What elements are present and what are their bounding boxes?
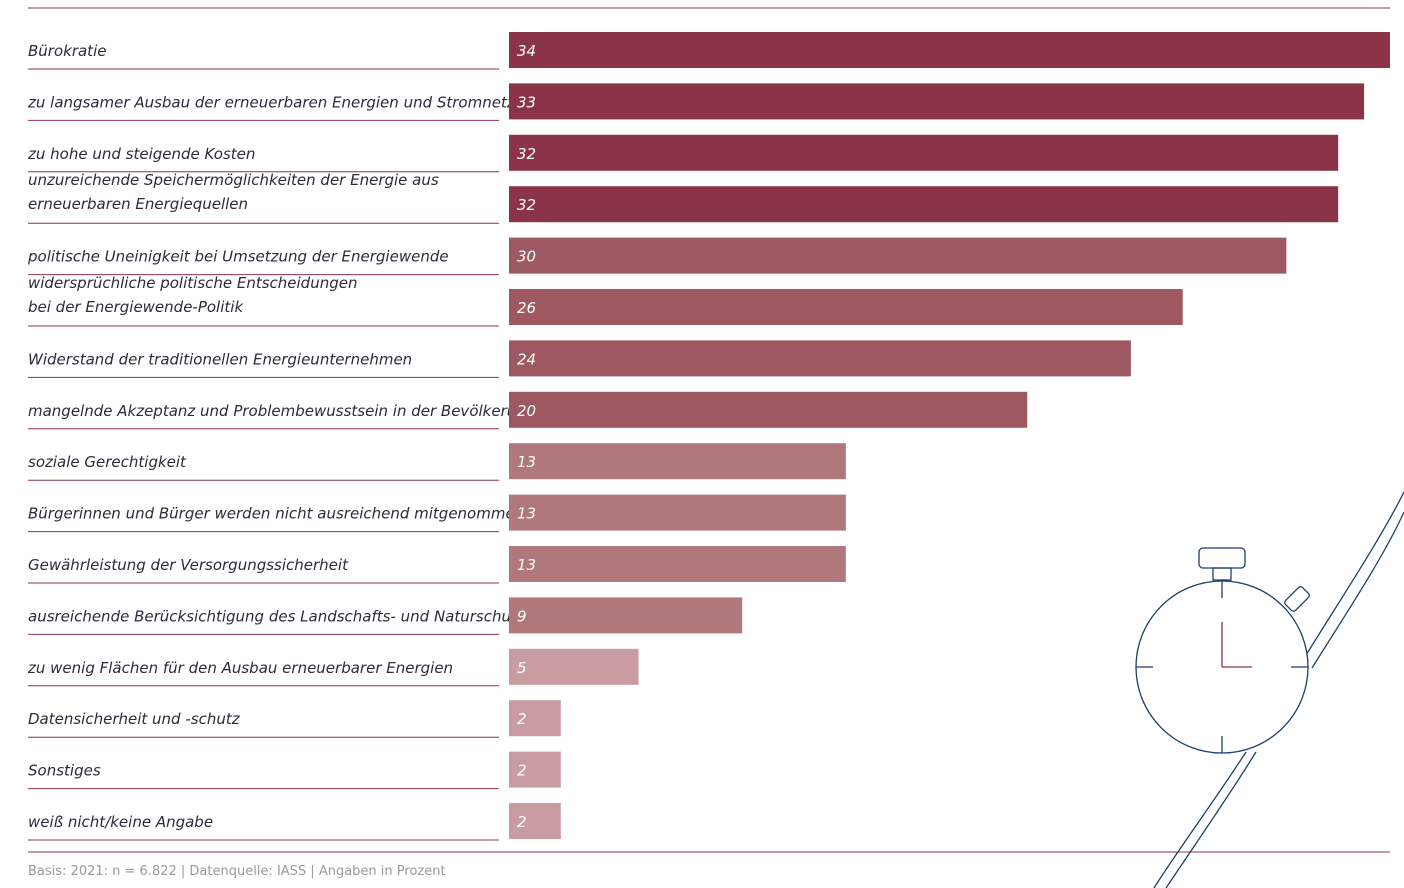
value-label: 33	[517, 93, 536, 111]
value-label: 24	[517, 350, 536, 368]
bar	[509, 648, 639, 685]
value-label: 13	[517, 556, 536, 574]
bar-row: weiß nicht/keine Angabe 2	[28, 803, 561, 841]
value-label: 30	[517, 248, 536, 266]
category-label: politische Uneinigkeit bei Umsetzung der…	[27, 248, 449, 266]
bar-row: Datensicherheit und -schutz 2	[28, 700, 561, 738]
bar	[509, 391, 1028, 428]
bar-row: Widerstand der traditionellen Energieunt…	[28, 340, 1131, 378]
category-label-line: bei der Energiewende-Politik	[28, 298, 244, 316]
bar	[509, 134, 1339, 171]
category-label: Datensicherheit und -schutz	[28, 710, 241, 728]
bar	[509, 494, 846, 531]
value-label: 13	[517, 505, 536, 523]
value-label: 9	[517, 607, 527, 625]
bar-row: soziale Gerechtigkeit 13	[28, 443, 846, 481]
bar-row: Bürokratie 34	[28, 32, 1390, 70]
bar	[509, 546, 846, 582]
bar	[509, 443, 846, 480]
bar	[509, 340, 1131, 377]
bar	[509, 32, 1390, 68]
category-label: Bürgerinnen und Bürger werden nicht ausr…	[28, 505, 524, 523]
category-label-line: widersprüchliche politische Entscheidung…	[28, 274, 357, 292]
category-label: widersprüchliche politische Entscheidung…	[28, 274, 357, 316]
bar-row: zu wenig Flächen für den Ausbau erneuerb…	[27, 648, 639, 687]
bar	[509, 597, 743, 634]
bar-row: Bürgerinnen und Bürger werden nicht ausr…	[28, 494, 846, 533]
category-label: Widerstand der traditionellen Energieunt…	[28, 350, 412, 368]
bar	[509, 751, 561, 788]
value-label: 20	[517, 402, 536, 420]
bar-row: Gewährleistung der Versorgungssicherheit…	[28, 546, 846, 584]
bar	[509, 186, 1339, 223]
value-label: 2	[517, 762, 527, 780]
bar	[509, 289, 1183, 325]
category-label: unzureichende Speichermöglichkeiten der …	[28, 171, 439, 213]
category-label-line: unzureichende Speichermöglichkeiten der …	[28, 171, 439, 189]
category-label: ausreichende Berücksichtigung des Landsc…	[28, 607, 542, 625]
value-label: 26	[517, 299, 536, 317]
bar-row: unzureichende Speichermöglichkeiten der …	[28, 171, 1339, 224]
value-label: 34	[517, 42, 536, 60]
category-label: Gewährleistung der Versorgungssicherheit	[28, 556, 349, 574]
value-label: 32	[517, 196, 536, 214]
bar-row: zu langsamer Ausbau der erneuerbaren Ene…	[27, 83, 1365, 121]
category-label: zu hohe und steigende Kosten	[27, 145, 255, 163]
category-label: zu langsamer Ausbau der erneuerbaren Ene…	[27, 93, 524, 111]
bar-row: politische Uneinigkeit bei Umsetzung der…	[27, 237, 1287, 276]
value-label: 5	[517, 659, 527, 677]
footnote: Basis: 2021: n = 6.822 | Datenquelle: IA…	[28, 864, 446, 879]
value-label: 13	[517, 453, 536, 471]
bar	[509, 237, 1287, 274]
value-label: 2	[517, 710, 527, 728]
category-label: mangelnde Akzeptanz und Problembewusstse…	[28, 402, 535, 420]
bar-row: mangelnde Akzeptanz und Problembewusstse…	[28, 391, 1028, 430]
bar-row: Sonstiges 2	[28, 751, 561, 790]
bar-row: widersprüchliche politische Entscheidung…	[28, 274, 1183, 327]
bar	[509, 83, 1365, 120]
value-label: 2	[517, 813, 527, 831]
category-label: Bürokratie	[28, 42, 106, 60]
bars-layer: Bürokratie 34 zu langsamer Ausbau der erne…	[27, 32, 1390, 841]
category-label-line: erneuerbaren Energiequellen	[28, 195, 248, 213]
stopwatch-icon	[1135, 491, 1404, 888]
category-label: weiß nicht/keine Angabe	[28, 813, 213, 831]
bar	[509, 700, 561, 737]
bar-row: zu hohe und steigende Kosten 32	[27, 134, 1339, 173]
category-label: Sonstiges	[28, 762, 101, 780]
category-label: zu wenig Flächen für den Ausbau erneuerb…	[27, 659, 453, 677]
bar	[509, 803, 561, 839]
value-label: 32	[517, 145, 536, 163]
category-label: soziale Gerechtigkeit	[28, 453, 187, 471]
bar-row: ausreichende Berücksichtigung des Landsc…	[28, 597, 743, 635]
